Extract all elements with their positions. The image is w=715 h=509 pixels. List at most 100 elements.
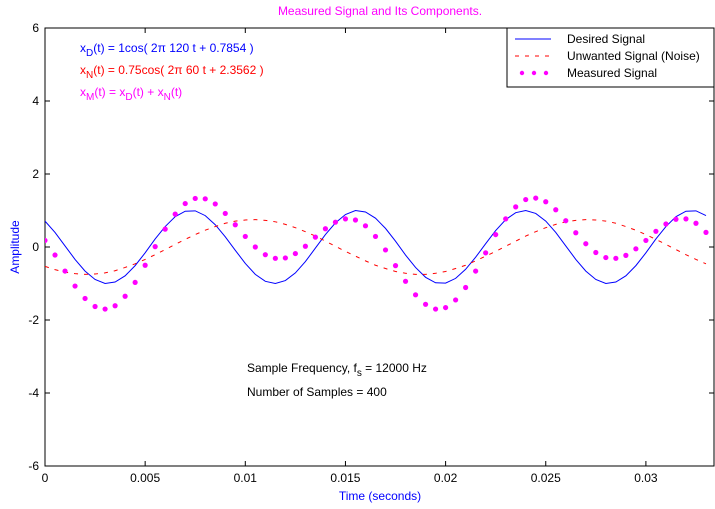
x-tick-label: 0.025 bbox=[531, 471, 561, 485]
data-point bbox=[192, 195, 198, 202]
x-tick-label: 0.005 bbox=[130, 471, 160, 485]
data-point bbox=[503, 216, 509, 222]
data-point bbox=[242, 233, 248, 240]
data-point bbox=[282, 255, 288, 261]
y-tick-label: -2 bbox=[28, 313, 39, 327]
data-point bbox=[82, 295, 88, 302]
legend-box bbox=[506, 27, 715, 88]
data-point bbox=[352, 217, 359, 223]
data-point bbox=[132, 279, 138, 286]
series-line bbox=[45, 209, 707, 285]
data-point bbox=[382, 247, 389, 253]
data-point bbox=[392, 263, 399, 269]
annotation-text: (t) = 0.75cos( 2π 60 t + 2.3562 ) bbox=[93, 63, 263, 77]
data-point bbox=[593, 249, 599, 256]
data-point bbox=[312, 234, 319, 240]
data-point bbox=[683, 216, 689, 222]
data-point bbox=[513, 204, 519, 210]
data-point bbox=[202, 196, 208, 202]
x-tick-label: 0.03 bbox=[634, 471, 658, 485]
data-point bbox=[633, 246, 639, 252]
data-point bbox=[573, 230, 579, 236]
data-point bbox=[62, 268, 68, 274]
data-point bbox=[322, 226, 329, 232]
data-point bbox=[182, 200, 188, 207]
data-point bbox=[372, 233, 379, 240]
data-point bbox=[332, 219, 339, 225]
data-point bbox=[483, 250, 489, 256]
annotation-text: (t) bbox=[171, 85, 182, 99]
annotation-subscript: D bbox=[125, 92, 132, 103]
annotation-text: Sample Frequency, f bbox=[247, 361, 357, 375]
data-point bbox=[653, 228, 659, 234]
chart-title: Measured Signal and Its Components. bbox=[278, 4, 482, 18]
annotation-text: Number of Samples = 400 bbox=[247, 385, 387, 399]
data-point bbox=[473, 268, 479, 274]
data-point bbox=[623, 252, 629, 258]
legend-marker bbox=[543, 70, 549, 76]
data-point bbox=[533, 195, 539, 201]
y-axis-label: Amplitude bbox=[8, 220, 22, 274]
x-tick-label: 0 bbox=[42, 471, 49, 485]
annotation-text: = 12000 Hz bbox=[362, 361, 427, 375]
data-point bbox=[553, 207, 559, 213]
annotation: xM(t) = xD(t) + xN(t) bbox=[80, 85, 182, 103]
data-point bbox=[172, 211, 178, 217]
data-point bbox=[122, 293, 128, 299]
data-point bbox=[583, 241, 589, 247]
data-point bbox=[673, 216, 679, 222]
annotation-subscript: N bbox=[86, 70, 93, 81]
data-point bbox=[45, 237, 48, 244]
legend-label: Measured Signal bbox=[567, 66, 657, 80]
data-point bbox=[563, 218, 569, 224]
annotation-text: (t) + x bbox=[133, 85, 164, 99]
data-point bbox=[52, 252, 58, 258]
data-point bbox=[442, 304, 449, 311]
data-point bbox=[603, 254, 609, 261]
annotation-subscript: D bbox=[86, 48, 93, 59]
data-point bbox=[432, 306, 439, 312]
data-point bbox=[643, 237, 649, 244]
y-tick-label: 0 bbox=[32, 240, 39, 254]
y-tick-label: 6 bbox=[32, 21, 39, 35]
x-tick-label: 0.015 bbox=[330, 471, 360, 485]
data-point bbox=[72, 283, 78, 289]
data-point bbox=[212, 201, 218, 207]
data-point bbox=[613, 255, 619, 261]
data-point bbox=[142, 262, 148, 268]
y-tick-label: -6 bbox=[28, 459, 39, 473]
data-point bbox=[693, 220, 699, 226]
data-point bbox=[402, 278, 409, 284]
legend-marker bbox=[531, 70, 537, 76]
legend-label: Unwanted Signal (Noise) bbox=[567, 49, 700, 63]
data-point bbox=[252, 244, 258, 250]
annotation: Number of Samples = 400 bbox=[247, 385, 387, 399]
annotation-text: x bbox=[80, 41, 86, 55]
data-point bbox=[162, 226, 168, 232]
data-point bbox=[412, 292, 419, 298]
data-point bbox=[342, 216, 349, 222]
data-point bbox=[232, 222, 238, 228]
data-point bbox=[272, 255, 278, 261]
annotation-text: (t) = 1cos( 2π 120 t + 0.7854 ) bbox=[93, 41, 253, 55]
data-point bbox=[362, 223, 369, 229]
plot-area bbox=[45, 195, 709, 312]
annotation-text: x bbox=[80, 85, 86, 99]
data-point bbox=[703, 229, 709, 235]
legend-marker bbox=[519, 70, 525, 76]
legend-label: Desired Signal bbox=[567, 32, 645, 46]
data-point bbox=[292, 250, 298, 257]
data-point bbox=[92, 303, 98, 310]
x-tick-label: 0.02 bbox=[434, 471, 458, 485]
data-point bbox=[152, 244, 158, 250]
x-tick-label: 0.01 bbox=[234, 471, 258, 485]
data-point bbox=[422, 301, 429, 307]
data-point bbox=[543, 199, 549, 205]
data-point bbox=[262, 252, 268, 258]
y-tick-label: -4 bbox=[28, 386, 39, 400]
annotation: xN(t) = 0.75cos( 2π 60 t + 2.3562 ) bbox=[80, 63, 264, 81]
annotation-subscript: s bbox=[357, 368, 362, 379]
series-line bbox=[45, 219, 707, 275]
data-point bbox=[493, 231, 499, 238]
